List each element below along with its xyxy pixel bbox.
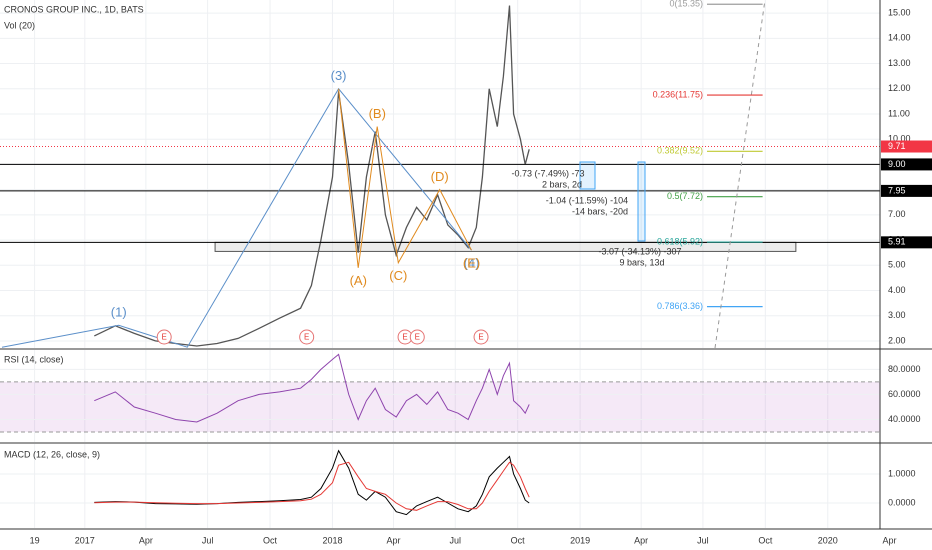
fib-label: 0.236(11.75): [653, 89, 703, 99]
earnings-label: E: [402, 333, 407, 342]
y-tick-label: 80.0000: [888, 364, 921, 374]
current-price-label: 9.71: [888, 141, 906, 151]
y-tick-label: 1.0000: [888, 468, 916, 478]
y-tick-label: 4.00: [888, 285, 906, 295]
x-tick-label: 2018: [322, 535, 342, 545]
y-tick-label: 60.0000: [888, 389, 921, 399]
measurement-label: -1.04 (-11.59%) -104: [546, 195, 628, 205]
wave-label: (A): [350, 273, 367, 288]
volume-label: Vol (20): [4, 20, 35, 30]
x-tick-label: 2020: [818, 535, 838, 545]
x-tick-label: Oct: [758, 535, 773, 545]
x-tick-label: Apr: [387, 535, 401, 545]
x-tick-label: 19: [30, 535, 40, 545]
price-pane: 0(15.35) 0.236(11.75) 0.382(9.52) 0.5(7.72)…: [0, 0, 880, 348]
chart-title: CRONOS GROUP INC., 1D, BATS: [4, 4, 144, 14]
level-label-box: [881, 158, 932, 171]
y-tick-label: 12.00: [888, 83, 911, 93]
level-label: 5.91: [888, 237, 906, 247]
x-tick-label: 2019: [570, 535, 590, 545]
x-tick-label: Apr: [634, 535, 648, 545]
level-label: 9.00: [888, 159, 906, 169]
measurement-label: 2 bars, 2d: [542, 179, 582, 189]
level-label: 7.95: [888, 185, 906, 195]
y-tick-label: 7.00: [888, 209, 906, 219]
wave-label: (C): [389, 268, 407, 283]
support-zone: [214, 241, 797, 252]
macd-pane: [0, 444, 880, 528]
wave-label: (4): [464, 256, 480, 271]
earnings-marker: [299, 329, 315, 345]
wave-label: (1): [111, 305, 127, 320]
y-tick-label: 0.0000: [888, 497, 916, 507]
rsi-title: RSI (14, close): [4, 354, 64, 364]
x-tick-label: Oct: [263, 535, 278, 545]
macd-line: [94, 461, 530, 511]
y-tick-label: 5.00: [888, 260, 906, 270]
measurement-label: -3.07 (-34.13%) -307: [598, 246, 681, 256]
earnings-marker: [156, 329, 172, 345]
wave-line: [1, 87, 472, 348]
rsi-band: [0, 381, 880, 432]
fib-label: 0.5(7.72): [667, 191, 703, 201]
macd-line: [94, 449, 530, 516]
x-tick-label: Apr: [882, 535, 896, 545]
wave-label: (E): [463, 256, 480, 271]
y-tick-label: 3.00: [888, 310, 906, 320]
x-tick-label: Apr: [139, 535, 153, 545]
y-tick-label: 15.00: [888, 7, 911, 17]
price-line: [94, 5, 530, 347]
earnings-label: E: [415, 333, 420, 342]
level-label-box: [881, 184, 932, 197]
measurement-label: -14 bars, -20d: [572, 206, 628, 216]
x-tick-label: Oct: [511, 535, 526, 545]
measurement-label: -0.73 (-7.49%) -73: [511, 168, 584, 178]
fib-label: 0.618(5.92): [657, 236, 703, 246]
wave-label: (B): [369, 106, 386, 121]
rsi-pane: [0, 350, 880, 442]
y-tick-label: 2.00: [888, 335, 906, 345]
wave-line: [338, 88, 472, 268]
fib-label: 0.382(9.52): [657, 146, 703, 156]
y-tick-label: 40.0000: [888, 414, 921, 424]
earnings-marker: [473, 329, 489, 345]
earnings-marker: [409, 329, 425, 345]
earnings-label: E: [162, 333, 167, 342]
earnings-label: E: [478, 333, 483, 342]
x-tick-label: 2017: [75, 535, 95, 545]
earnings-label: E: [304, 333, 309, 342]
current-price-box: [881, 140, 932, 153]
measurement-label: 9 bars, 13d: [619, 257, 664, 267]
level-label-box: [881, 236, 932, 249]
fib-label: 0(15.35): [669, 0, 703, 9]
x-tick-label: Jul: [697, 535, 709, 545]
measure-box: [579, 161, 596, 190]
x-tick-label: Jul: [202, 535, 214, 545]
fib-label: 0.786(3.36): [657, 301, 703, 311]
macd-title: MACD (12, 26, close, 9): [4, 449, 100, 459]
wave-label: (D): [431, 169, 449, 184]
rsi-line: [94, 353, 530, 423]
measure-box: [637, 161, 646, 242]
y-tick-label: 11.00: [888, 108, 910, 118]
x-tick-label: Jul: [450, 535, 462, 545]
y-tick-label: 10.00: [888, 134, 911, 144]
wave-label: (3): [331, 68, 347, 83]
y-tick-label: 13.00: [888, 58, 911, 68]
y-tick-label: 14.00: [888, 33, 911, 43]
fib-extension-line: [714, 0, 766, 349]
